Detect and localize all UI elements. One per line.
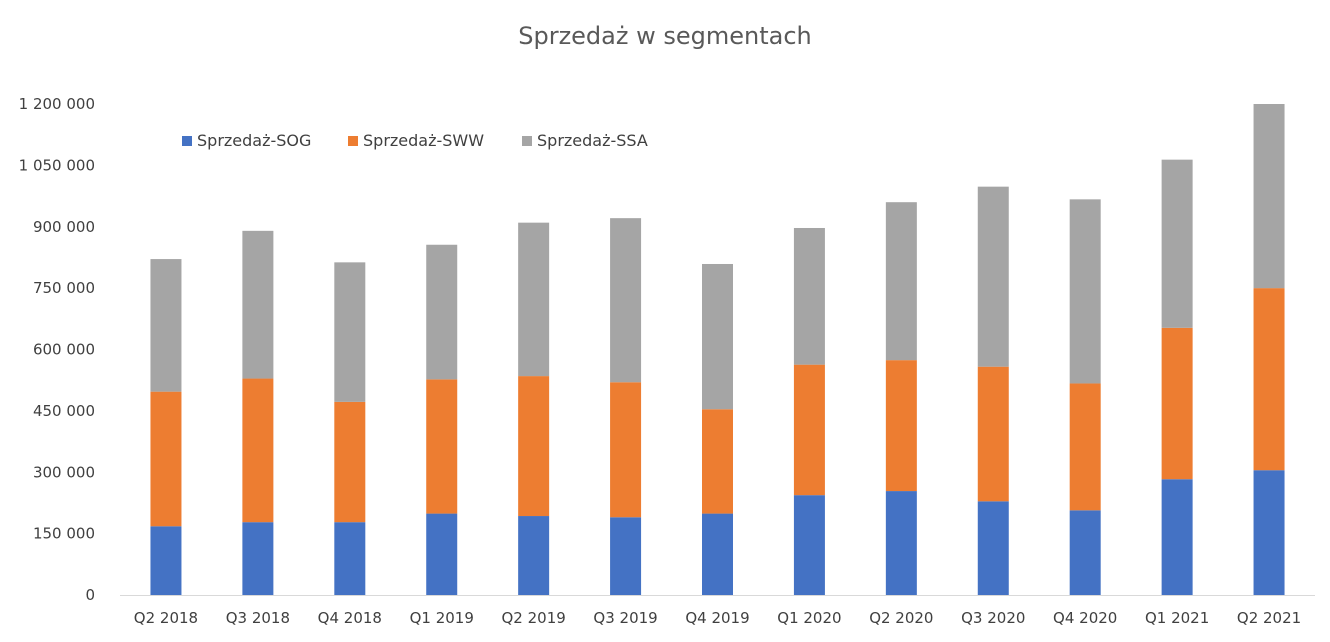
bars-layer: [150, 104, 1285, 595]
legend-swatch-1: [348, 136, 358, 146]
x-tick-label: Q4 2018: [318, 609, 382, 627]
y-tick-label: 600 000: [33, 341, 95, 359]
x-tick-label: Q4 2019: [685, 609, 749, 627]
y-tick-label: 450 000: [33, 402, 95, 420]
bar-segment-series-1-cat-5: [610, 382, 642, 518]
bar-segment-series-2-cat-9: [977, 186, 1009, 367]
x-tick-label: Q2 2021: [1237, 609, 1301, 627]
legend-label-1: Sprzedaż-SWW: [363, 131, 484, 150]
x-tick-label: Q3 2020: [961, 609, 1025, 627]
bar-segment-series-0-cat-11: [1161, 479, 1193, 595]
axis-layer: Q2 2018 Q3 2018 Q4 2018 Q1 2019 Q2 2019 Q3 20…: [19, 95, 1315, 627]
bar-segment-series-1-cat-8: [885, 360, 917, 492]
x-tick-label: Q1 2020: [777, 609, 841, 627]
bar-segment-series-2-cat-3: [426, 244, 458, 380]
bar-segment-series-2-cat-5: [610, 218, 642, 383]
legend: Sprzedaż-SOG Sprzedaż-SWW Sprzedaż-SSA: [182, 131, 648, 150]
bar-segment-series-2-cat-7: [793, 227, 825, 365]
bar-segment-series-2-cat-10: [1069, 199, 1101, 384]
bar-segment-series-2-cat-2: [334, 262, 366, 402]
x-tick-label: Q3 2019: [593, 609, 657, 627]
x-tick-label: Q3 2018: [226, 609, 290, 627]
bar-segment-series-0-cat-4: [518, 516, 550, 595]
bar-segment-series-0-cat-1: [242, 522, 274, 595]
bar-segment-series-0-cat-9: [977, 501, 1009, 595]
bar-segment-series-1-cat-0: [150, 391, 182, 527]
x-tick-label: Q2 2018: [134, 609, 198, 627]
bar-segment-series-2-cat-0: [150, 259, 182, 392]
x-tick-label: Q2 2020: [869, 609, 933, 627]
bar-segment-series-1-cat-11: [1161, 327, 1193, 480]
chart-title: Sprzedaż w segmentach: [518, 22, 812, 50]
x-tick-label: Q1 2021: [1145, 609, 1209, 627]
bar-segment-series-1-cat-2: [334, 401, 366, 523]
y-tick-label: 300 000: [33, 463, 95, 481]
legend-label-0: Sprzedaż-SOG: [197, 131, 311, 150]
bar-segment-series-2-cat-11: [1161, 159, 1193, 328]
bar-segment-series-1-cat-6: [702, 409, 733, 514]
legend-swatch-0: [182, 136, 192, 146]
x-tick-label: Q1 2019: [410, 609, 474, 627]
legend-label-2: Sprzedaż-SSA: [537, 131, 648, 150]
y-tick-label: 150 000: [33, 525, 95, 543]
bar-segment-series-2-cat-12: [1253, 104, 1285, 289]
bar-segment-series-0-cat-5: [610, 517, 642, 595]
y-tick-label: 1 050 000: [19, 156, 95, 174]
bar-segment-series-1-cat-9: [977, 366, 1009, 502]
bar-segment-series-2-cat-6: [702, 263, 733, 410]
bar-segment-series-1-cat-7: [793, 364, 825, 496]
bar-segment-series-0-cat-10: [1069, 510, 1101, 595]
bar-segment-series-0-cat-6: [702, 513, 733, 595]
bar-segment-series-2-cat-1: [242, 230, 274, 379]
y-tick-label: 750 000: [33, 279, 95, 297]
bar-segment-series-2-cat-8: [885, 202, 917, 361]
bar-segment-series-0-cat-8: [885, 491, 917, 595]
legend-swatch-2: [522, 136, 532, 146]
bar-segment-series-1-cat-4: [518, 376, 550, 517]
y-tick-label: 0: [85, 586, 95, 604]
bar-segment-series-0-cat-3: [426, 513, 458, 595]
bar-segment-series-0-cat-2: [334, 522, 366, 595]
bar-segment-series-0-cat-7: [793, 495, 825, 595]
bar-segment-series-2-cat-4: [518, 222, 550, 377]
bar-segment-series-0-cat-12: [1253, 470, 1285, 595]
y-tick-label: 1 200 000: [19, 95, 95, 113]
y-tick-label: 900 000: [33, 218, 95, 236]
bar-segment-series-1-cat-3: [426, 379, 458, 514]
bar-segment-series-1-cat-12: [1253, 288, 1285, 471]
bar-segment-series-1-cat-1: [242, 378, 274, 523]
bar-segment-series-1-cat-10: [1069, 383, 1101, 511]
bar-segment-series-0-cat-0: [150, 526, 182, 595]
x-tick-label: Q4 2020: [1053, 609, 1117, 627]
x-tick-label: Q2 2019: [502, 609, 566, 627]
